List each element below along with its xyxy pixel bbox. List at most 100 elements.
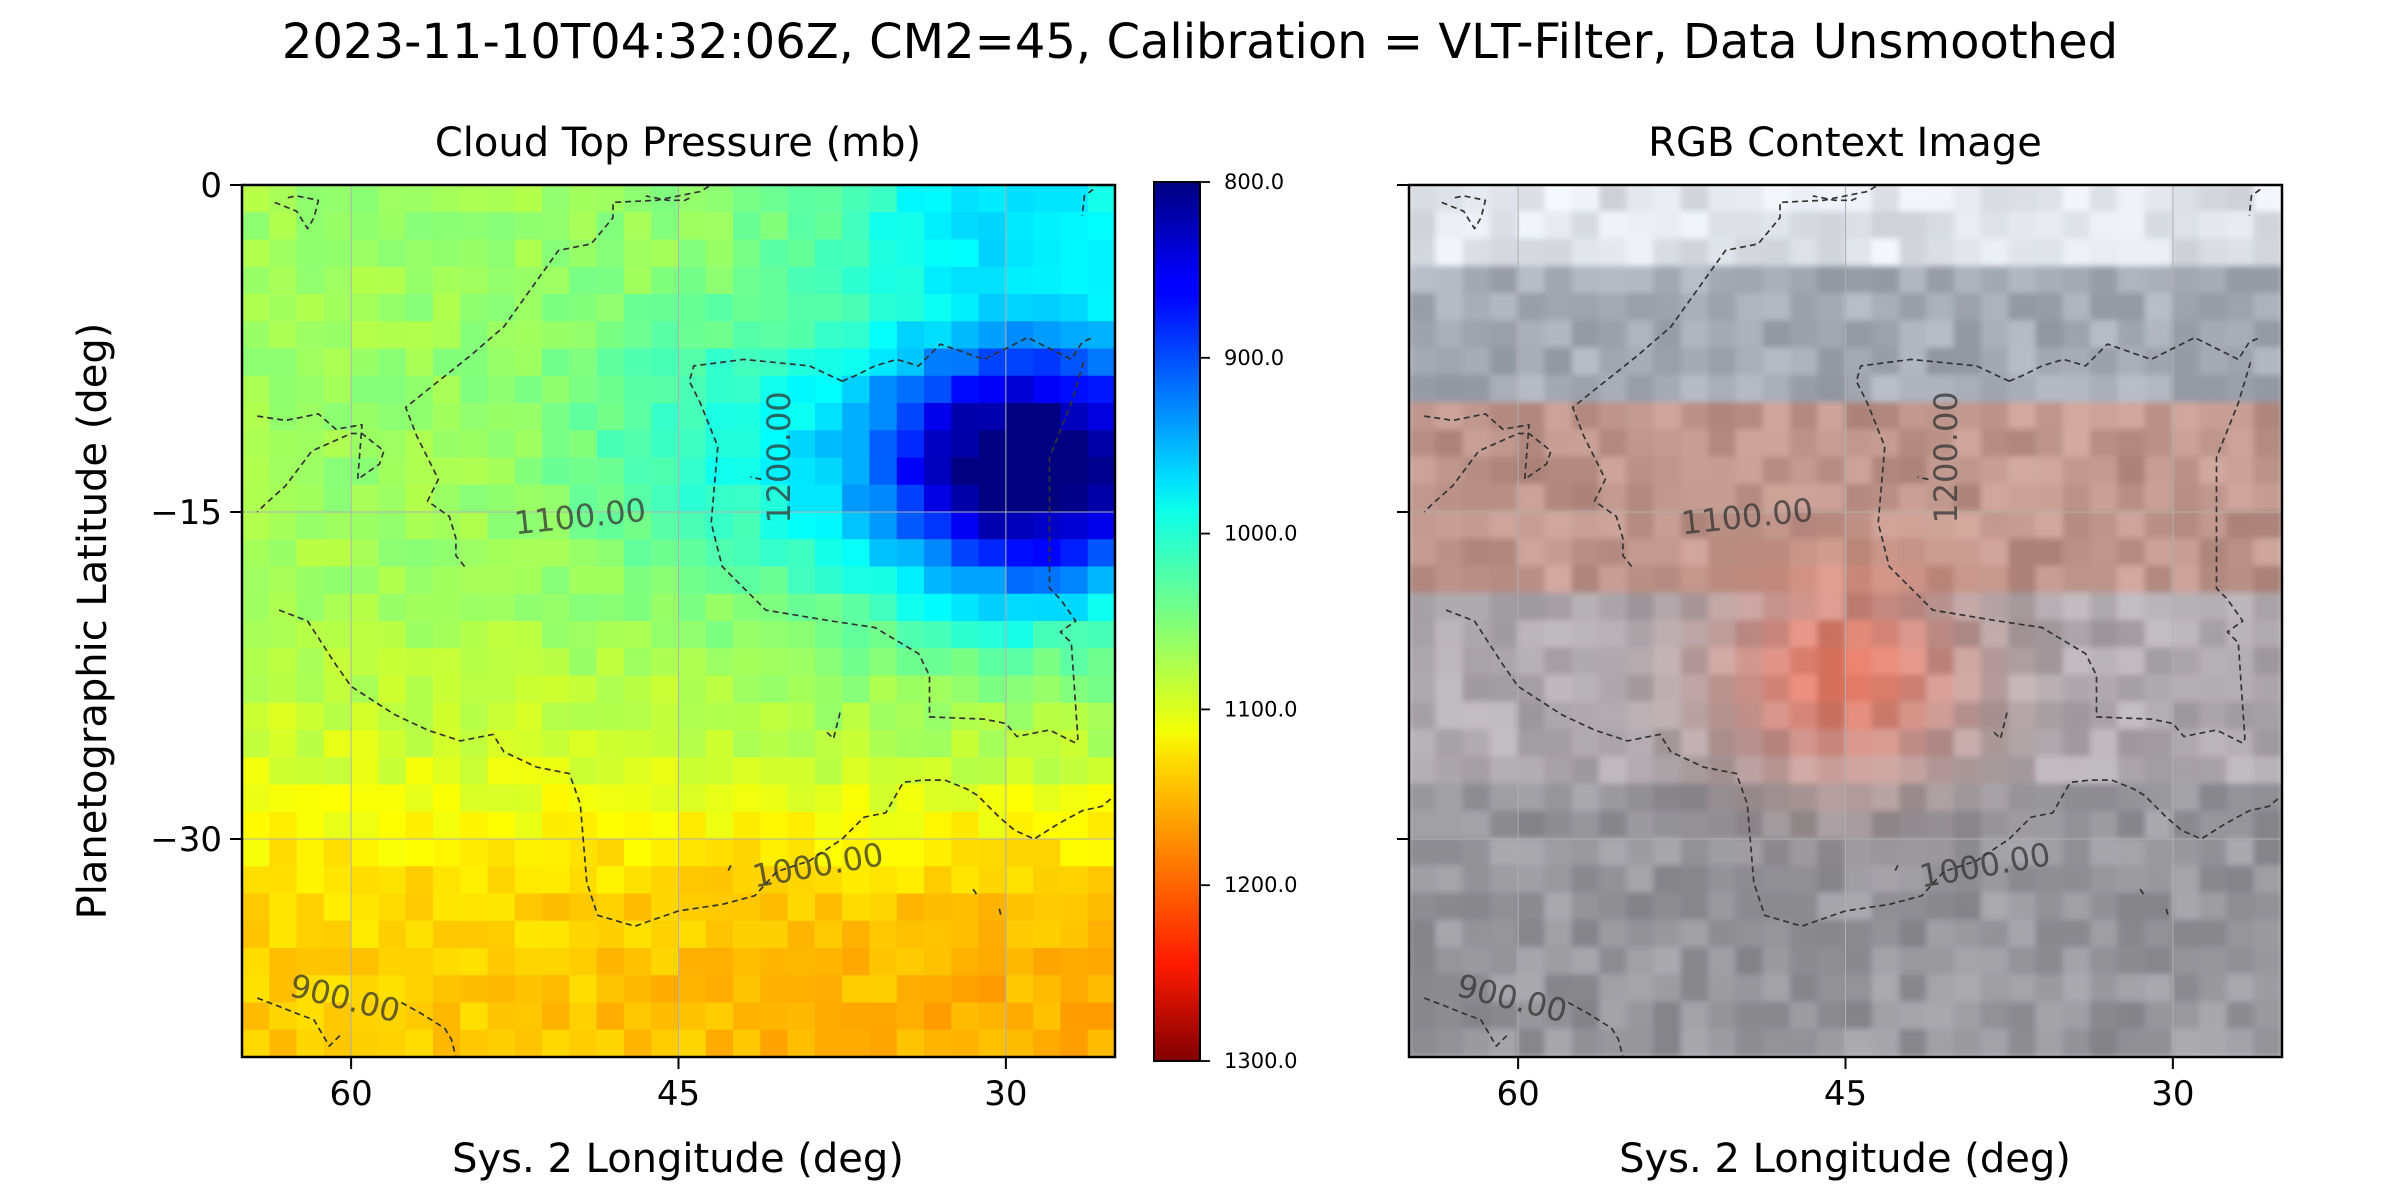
pressure-cell	[242, 266, 270, 295]
pressure-cell	[269, 266, 298, 295]
pressure-cell	[242, 321, 270, 350]
rgb-cell	[2171, 701, 2202, 731]
pressure-cell	[760, 893, 789, 922]
x-tick-label: 30	[2151, 1074, 2194, 1114]
rgb-cell	[1871, 347, 1902, 377]
rgb-cell	[1409, 865, 1438, 895]
pressure-cell	[651, 866, 680, 895]
pressure-cell	[296, 730, 325, 758]
rgb-cell	[2253, 320, 2282, 350]
pressure-cell	[1033, 920, 1062, 949]
rgb-cell	[2253, 810, 2282, 840]
pressure-cell	[323, 730, 352, 758]
pressure-cell	[1060, 512, 1089, 540]
pressure-cell	[623, 457, 652, 486]
rgb-cell	[2199, 538, 2229, 568]
rgb-cell	[1980, 211, 2011, 241]
rgb-cell	[1762, 238, 1792, 268]
rgb-cell	[1626, 620, 1656, 650]
pressure-cell	[269, 294, 298, 322]
colorbar-tick-label: 900.0	[1224, 346, 1284, 370]
pressure-cell	[542, 348, 570, 377]
rgb-cell	[1462, 483, 1492, 513]
pressure-cell	[1060, 266, 1089, 295]
pressure-cell	[1060, 375, 1089, 404]
pressure-cell	[460, 239, 489, 268]
pressure-cell	[651, 757, 680, 786]
pressure-cell	[678, 702, 707, 731]
rgb-cell	[1708, 838, 1738, 868]
rgb-cell	[1708, 1028, 1738, 1057]
pressure-cell	[733, 730, 761, 758]
pressure-cell	[514, 893, 543, 922]
contour-line	[1423, 997, 1508, 1047]
rgb-cell	[1598, 429, 1629, 459]
rgb-cell	[2035, 320, 2065, 350]
pressure-cell	[351, 239, 380, 268]
pressure-cell	[569, 784, 598, 813]
rgb-cell	[2199, 265, 2229, 295]
pressure-cell	[405, 539, 434, 568]
pressure-cell	[814, 294, 843, 322]
pressure-cell	[432, 348, 461, 377]
rgb-cell	[1571, 919, 1601, 949]
rgb-cell	[1899, 892, 1929, 922]
rgb-cell	[1817, 211, 1847, 241]
pressure-cell	[814, 512, 843, 540]
pressure-cell	[869, 866, 898, 895]
rgb-cell	[1980, 892, 2011, 922]
pressure-cell	[242, 675, 270, 704]
pressure-cell	[405, 893, 434, 922]
pressure-cell	[733, 348, 761, 377]
pressure-cell	[951, 1029, 980, 1057]
rgb-cell	[1899, 483, 1929, 513]
rgb-cell	[1544, 892, 1574, 922]
rgb-cell	[1462, 756, 1492, 786]
pressure-cell	[1060, 893, 1089, 922]
rgb-cell	[2226, 838, 2256, 868]
pressure-cell	[1033, 457, 1062, 486]
rgb-cell	[2226, 347, 2256, 377]
pressure-cell	[378, 348, 407, 377]
pressure-cell	[1087, 702, 1115, 731]
pressure-cell	[596, 539, 625, 568]
pressure-cell	[542, 920, 570, 949]
rgb-cell	[1517, 483, 1547, 513]
pressure-cell	[924, 457, 952, 486]
pressure-cell	[924, 212, 952, 241]
pressure-cell	[1005, 866, 1034, 895]
pressure-cell	[1060, 403, 1089, 431]
rgb-cell	[1789, 810, 1820, 840]
rgb-cell	[1871, 892, 1902, 922]
rgb-cell	[1680, 674, 1711, 704]
rgb-cell	[2171, 456, 2202, 486]
pressure-cell	[351, 484, 380, 513]
pressure-cell	[542, 266, 570, 295]
rgb-cell	[1871, 320, 1902, 350]
contour-line	[1445, 609, 2282, 928]
pressure-cell	[869, 730, 898, 758]
pressure-cell	[951, 702, 980, 731]
rgb-cell	[2062, 374, 2093, 404]
rgb-cell	[2226, 947, 2256, 977]
pressure-cell	[596, 893, 625, 922]
pressure-cell	[978, 866, 1007, 895]
pressure-cell	[432, 430, 461, 459]
pressure-cell	[705, 948, 734, 976]
pressure-cell	[787, 730, 816, 758]
rgb-cell	[2090, 347, 2120, 377]
pressure-cell	[269, 512, 298, 540]
rgb-cell	[1844, 456, 1874, 486]
pressure-cell	[651, 920, 680, 949]
rgb-cell	[2008, 511, 2038, 541]
pressure-cell	[978, 811, 1007, 840]
pressure-cell	[514, 593, 543, 622]
rgb-cell	[1517, 320, 1547, 350]
rgb-cell	[2171, 892, 2202, 922]
rgb-cell	[1708, 320, 1738, 350]
pressure-cell	[1005, 212, 1034, 241]
rgb-cell	[1899, 1001, 1929, 1031]
rgb-cell	[1409, 620, 1438, 650]
pressure-cell	[596, 294, 625, 322]
pressure-cell	[787, 784, 816, 813]
